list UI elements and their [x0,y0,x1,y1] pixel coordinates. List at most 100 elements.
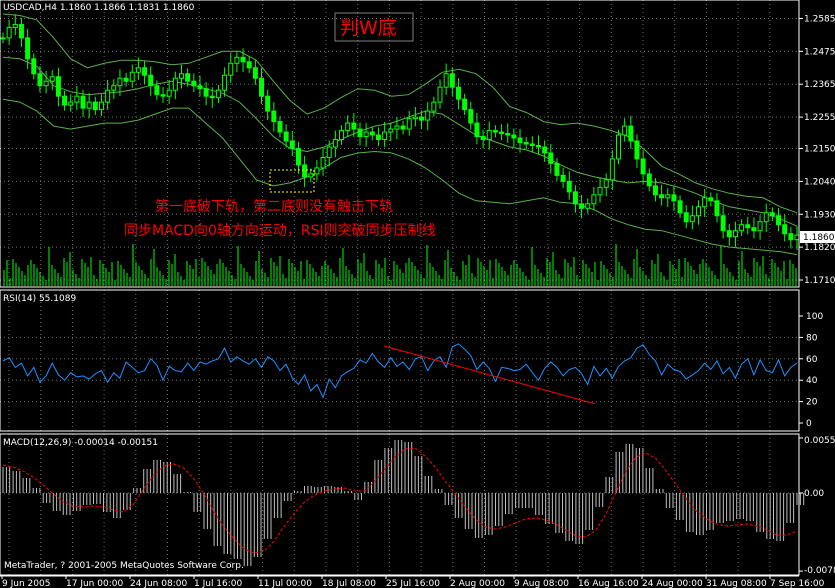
rsi-panel: RSI(14) 55.1089 100 80 60 40 20 0 [0,289,823,432]
candle-body [98,101,104,111]
annotation-line-2: 同步MACD向0轴方向运动，RSI则突破同步压制线 [124,223,436,239]
candle-body [339,130,345,141]
candle-body [603,179,609,188]
candle-body [572,191,578,205]
price-tick-label: 1.2365 [804,80,835,90]
rsi-tick-label: 100 [806,312,823,322]
candle-body [455,86,461,100]
pattern-title-box: 判W底 [334,12,414,42]
candle-body [0,37,6,40]
candle-body [431,101,437,112]
current-price-label: 1.1860 [803,233,835,243]
macd-panel: MACD(12,26,9) -0.00014 -0.00151 MetaTrad… [0,433,835,576]
candle-body [55,76,61,97]
candle-body [240,56,246,63]
candle-body [751,227,757,232]
candle-body [80,95,86,109]
bollinger-upper [2,13,798,214]
candle-body [314,167,320,175]
rsi-line [2,343,798,399]
candle-body [302,164,308,178]
time-tick-label: 17 Jun 00:00 [66,579,123,588]
time-tick-label: 9 Aug 08:00 [514,579,569,588]
price-tick-label: 1.2040 [804,177,835,187]
candle-body [160,94,166,97]
candle-body [375,134,381,141]
candle-body [332,139,338,148]
rsi-tick-label: 40 [806,376,818,386]
candle-body [86,101,92,109]
candle-body [640,158,646,175]
rsi-header: RSI(14) 55.1089 [3,294,76,304]
candle-body [425,110,431,121]
candle-body [117,77,123,87]
candle-body [388,128,394,133]
candle-body [172,77,178,91]
pattern-title: 判W底 [340,17,397,39]
candle-body [197,85,203,90]
price-header: USDCAD,H4 1.1860 1.1866 1.1831 1.1860 [3,3,195,13]
macd-tick-label: -0.00781 [804,566,835,576]
candle-body [369,131,375,136]
price-tick-label: 1.1820 [804,243,835,253]
candle-body [585,203,591,209]
candle-body [492,130,498,133]
macd-tick-label: 0.0055 [804,436,835,446]
candle-body [12,23,18,28]
candle-body [609,158,615,181]
candle-body [18,23,24,39]
candle-body [351,122,357,130]
candle-body [129,71,135,82]
candle-body [720,215,726,232]
candle-body [154,85,160,96]
time-tick-label: 1 Jul 16:00 [194,579,243,588]
candle-body [92,101,98,111]
candle-body [228,62,234,76]
time-tick-label: 24 Aug 00:00 [642,579,703,588]
candle-body [295,147,301,166]
copyright: MetaTrader, ? 2001-2005 MetaQuotes Softw… [4,561,244,571]
candle-body [677,200,683,214]
rsi-tick-label: 60 [806,355,818,365]
candle-body [505,133,511,136]
candle-body [474,122,480,138]
time-axis: 9 Jun 2005 17 Jun 00:00 24 Jun 08:00 1 Jul … [0,575,825,588]
candle-body [419,116,425,121]
candle-body [597,186,603,196]
candle-body [529,143,535,146]
candle-body [246,61,252,69]
candle-body [776,215,782,226]
time-tick-label: 16 Aug 16:00 [578,579,639,588]
candle-body [560,174,566,182]
candle-body [652,185,658,196]
candle-body [142,67,148,76]
candle-body [6,26,12,39]
candle-body [671,194,677,202]
candle-body [523,142,529,145]
price-tick-label: 1.2475 [804,47,835,57]
candle-body [443,73,449,88]
candle-body [757,221,763,232]
price-tick-label: 1.2585 [804,14,835,24]
candle-body [265,95,271,112]
candle-body [449,73,455,88]
candle-body [289,140,295,149]
candle-body [763,212,769,223]
price-panel: USDCAD,H4 1.1860 1.1866 1.1831 1.1860 判W… [0,0,835,288]
candle-body [74,95,80,103]
time-tick-label: 25 Jul 16:00 [386,579,440,588]
time-tick-label: 18 Jul 08:00 [322,579,376,588]
price-tick-label: 1.1710 [804,276,835,286]
candle-body [542,146,548,154]
candle-body [43,80,49,87]
candle-body [215,89,221,99]
price-tick-label: 1.1930 [804,210,835,220]
candle-body [788,233,794,241]
candle-body [548,152,554,164]
candle-body [566,180,572,193]
candle-body [745,224,751,229]
candle-body [203,88,209,97]
time-tick-label: 9 Jun 2005 [2,579,50,588]
candle-body [178,73,184,79]
candle-body [486,130,492,141]
